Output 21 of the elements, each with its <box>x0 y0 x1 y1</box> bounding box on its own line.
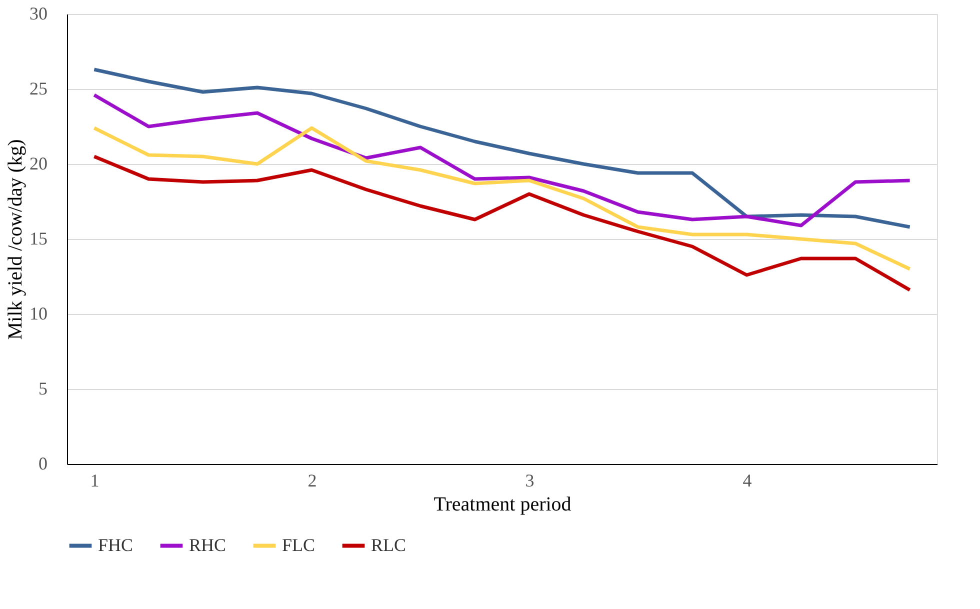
legend-label: FHC <box>98 534 134 555</box>
x-axis-title: Treatment period <box>434 494 572 516</box>
x-tick-label: 1 <box>90 470 100 490</box>
line-series <box>92 154 912 292</box>
y-tick-label: 20 <box>30 154 48 174</box>
line-series <box>92 126 912 271</box>
y-tick-label: 0 <box>38 454 48 474</box>
y-tick-label: 25 <box>30 78 48 98</box>
y-tick-label: 5 <box>38 378 48 398</box>
y-axis-title: Milk yield /cow/day (kg) <box>4 139 26 340</box>
line-series <box>92 93 912 228</box>
line-series <box>92 68 912 229</box>
y-tick-label: 15 <box>30 228 48 248</box>
legend-label: RHC <box>189 534 226 555</box>
y-tick-label: 30 <box>30 4 48 24</box>
x-tick-label: 4 <box>742 470 752 490</box>
x-tick-label: 2 <box>308 470 317 490</box>
legend-label: FLC <box>282 534 316 555</box>
y-tick-label: 10 <box>30 304 48 324</box>
legend-label: RLC <box>371 534 406 555</box>
x-tick-label: 3 <box>525 470 534 490</box>
